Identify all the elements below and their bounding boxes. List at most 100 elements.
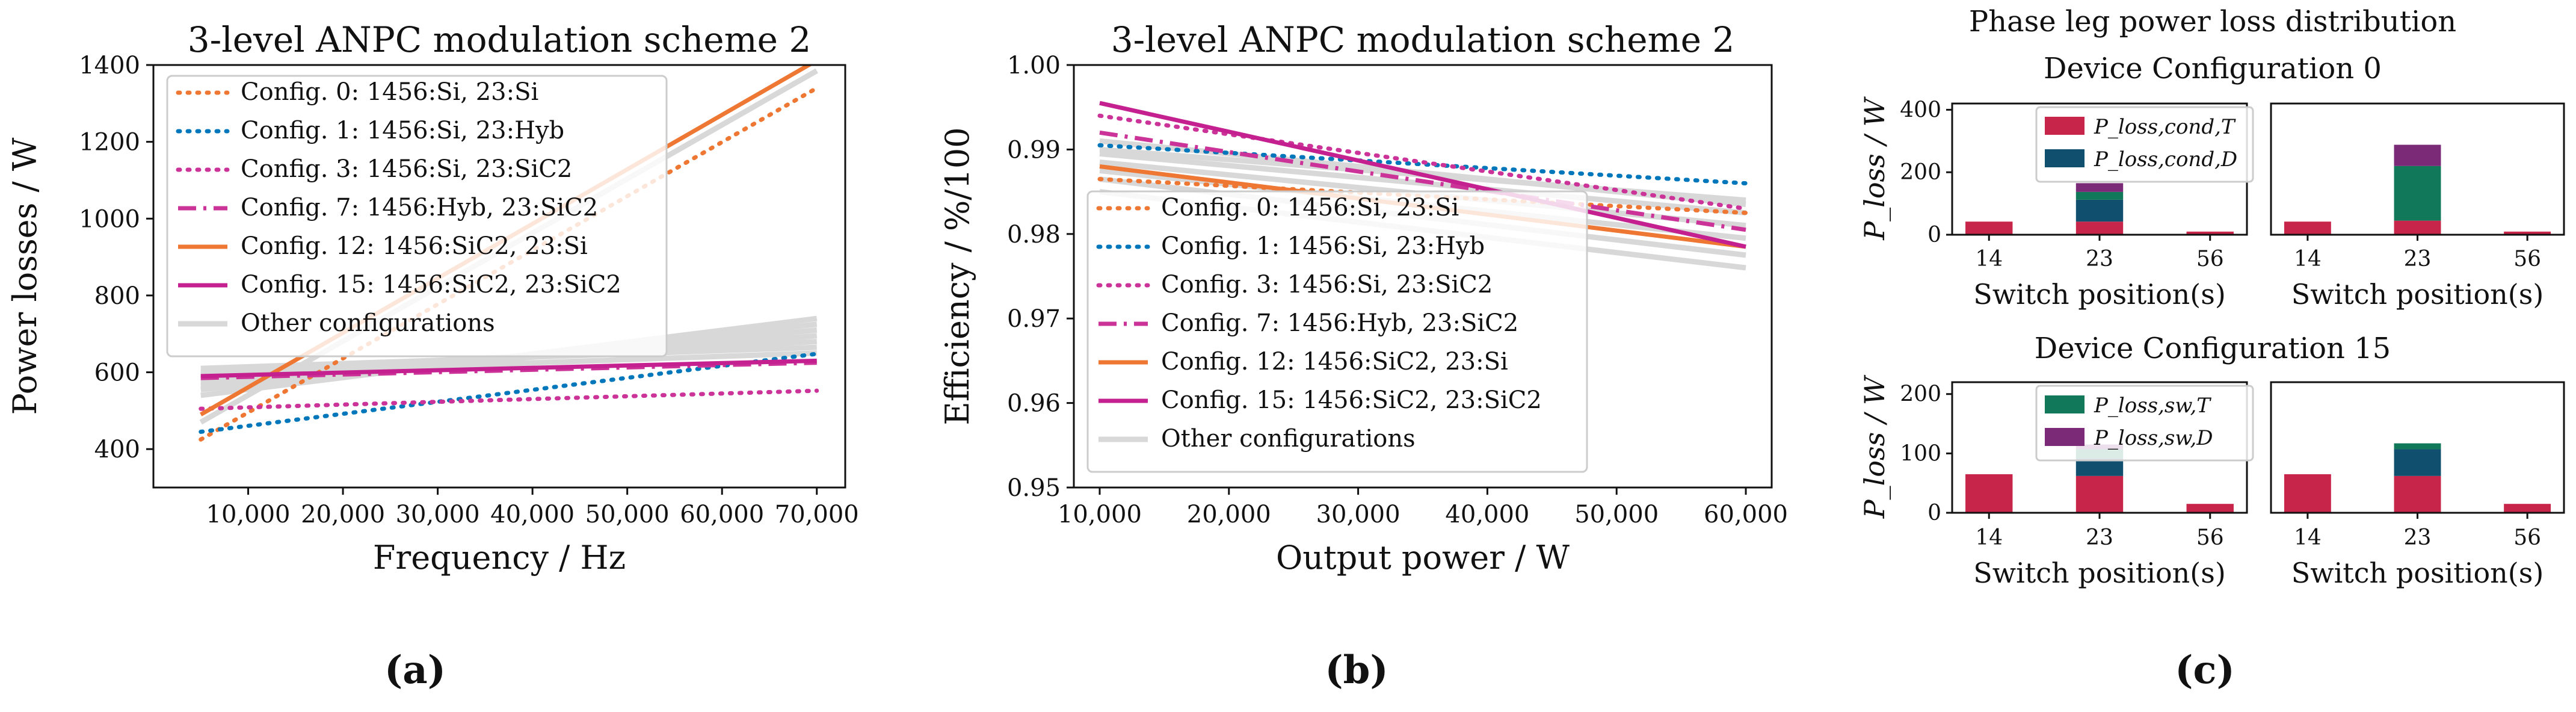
bar-legend-entry-1-0: P_loss,sw,T xyxy=(2094,394,2211,418)
y-tick-label-2: 400 xyxy=(1900,98,1941,122)
x-tick-label-4: 50,000 xyxy=(1574,501,1659,528)
bar-legend-entry-0-1: P_loss,cond,D xyxy=(2094,147,2237,172)
y-axis-label: Power losses / W xyxy=(6,137,44,415)
legend-entry-2: Config. 3: 1456:Si, 23:SiC2 xyxy=(241,155,572,183)
x-tick-label-0: 14 xyxy=(2294,247,2322,271)
series-line-1 xyxy=(1097,143,1748,186)
x-tick-label-4: 50,000 xyxy=(585,501,670,528)
y-tick-label-4: 1200 xyxy=(79,129,140,156)
bar-legend-swatch-1-0 xyxy=(2045,395,2085,413)
y-tick-label-1: 0.96 xyxy=(1007,390,1061,418)
y-axis-label-0: P_loss / W xyxy=(1858,96,1891,240)
y-tick-label-4: 0.99 xyxy=(1007,136,1061,164)
x-tick-label-0: 14 xyxy=(1975,247,2003,271)
bar-segment-23-1 xyxy=(2394,449,2441,476)
panel-label-a: (a) xyxy=(384,648,446,693)
legend-entry-0: Config. 0: 1456:Si, 23:Si xyxy=(241,78,538,106)
x-tick-label-2: 30,000 xyxy=(1316,501,1400,528)
bar-segment-14-0 xyxy=(1965,474,2013,513)
legend-entry-0: Config. 0: 1456:Si, 23:Si xyxy=(1161,194,1459,221)
x-tick-label-1: 23 xyxy=(2086,525,2113,550)
bar-segment-23-0 xyxy=(2075,221,2124,235)
subplot-group-title-1: Device Configuration 15 xyxy=(2035,332,2391,365)
x-tick-label-2: 30,000 xyxy=(396,501,480,528)
y-tick-label-5: 1400 xyxy=(79,52,140,79)
legend-entry-3: Config. 7: 1456:Hyb, 23:SiC2 xyxy=(241,194,598,221)
bar-segment-23-1 xyxy=(2075,199,2124,222)
bar-segment-23-2 xyxy=(2394,166,2441,221)
x-axis-label: Switch position(s) xyxy=(2291,278,2544,311)
legend-entry-1: Config. 1: 1456:Si, 23:Hyb xyxy=(1161,232,1485,260)
panel-label-b: (b) xyxy=(1325,648,1388,693)
bar-segment-14-0 xyxy=(2284,474,2331,513)
bar-segment-23-0 xyxy=(2394,475,2441,513)
legend-entry-3: Config. 7: 1456:Hyb, 23:SiC2 xyxy=(1161,309,1518,337)
x-tick-label-6: 70,000 xyxy=(775,501,859,528)
series-line-2 xyxy=(1097,113,1748,211)
chart-title: Phase leg power loss distribution xyxy=(1969,5,2456,39)
series-line-2 xyxy=(199,388,819,411)
bar-segment-56-0 xyxy=(2186,231,2234,235)
legend-entry-5: Config. 15: 1456:SiC2, 23:SiC2 xyxy=(1161,386,1542,414)
bar-segment-14-0 xyxy=(2284,221,2331,235)
x-tick-label-5: 60,000 xyxy=(680,501,764,528)
y-tick-label-3: 0.98 xyxy=(1007,221,1061,249)
y-tick-label-0: 400 xyxy=(94,436,140,463)
x-axis-label: Switch position(s) xyxy=(1973,557,2226,589)
legend-entry-4: Config. 12: 1456:SiC2, 23:Si xyxy=(1161,348,1508,376)
series-line-5 xyxy=(200,358,817,379)
y-tick-label-0: 0 xyxy=(1927,223,1941,247)
bar-legend-swatch-1-1 xyxy=(2045,428,2085,446)
legend-entry-2: Config. 3: 1456:Si, 23:SiC2 xyxy=(1161,271,1493,299)
bar-segment-23-0 xyxy=(2394,220,2441,235)
y-axis-label-1: P_loss / W xyxy=(1858,374,1891,519)
bar-segment-14-0 xyxy=(1965,221,2013,235)
bar-segment-23-0 xyxy=(2075,475,2124,513)
bar-segment-56-0 xyxy=(2186,504,2234,513)
y-tick-label-3: 1000 xyxy=(79,205,140,233)
bar-segment-23-2 xyxy=(2394,443,2441,450)
x-tick-label-0: 10,000 xyxy=(1058,501,1142,528)
y-tick-label-2: 200 xyxy=(1900,382,1941,407)
x-axis-label: Frequency / Hz xyxy=(373,539,626,577)
chart-title: 3-level ANPC modulation scheme 2 xyxy=(1111,19,1735,60)
legend-box xyxy=(1086,190,1588,473)
axes-frame xyxy=(1073,64,1773,489)
bar-legend-entry-0-0: P_loss,cond,T xyxy=(2094,115,2236,139)
x-tick-label-2: 56 xyxy=(2513,525,2541,550)
x-tick-label-1: 20,000 xyxy=(1187,501,1271,528)
x-tick-label-3: 40,000 xyxy=(490,501,575,528)
bar-segment-56-0 xyxy=(2504,504,2551,513)
bar-segment-23-2 xyxy=(2075,191,2124,200)
bar-legend-swatch-0-0 xyxy=(2045,117,2085,135)
subplot-group-title-0: Device Configuration 0 xyxy=(2044,52,2382,85)
legend-box xyxy=(166,75,668,358)
chart-title: 3-level ANPC modulation scheme 2 xyxy=(188,19,812,60)
bar-segment-56-0 xyxy=(2504,231,2551,235)
x-tick-label-0: 14 xyxy=(2294,525,2322,550)
x-axis-label: Switch position(s) xyxy=(2291,557,2544,589)
x-tick-label-1: 20,000 xyxy=(301,501,385,528)
y-tick-label-5: 1.00 xyxy=(1007,52,1061,79)
series-line-5 xyxy=(1099,101,1746,249)
x-tick-label-1: 23 xyxy=(2404,247,2432,271)
series-line-1 xyxy=(199,351,819,434)
legend-entry-1: Config. 1: 1456:Si, 23:Hyb xyxy=(241,117,564,144)
panel-a-chart: 3-level ANPC modulation scheme 2 10,000 20… xyxy=(6,19,859,577)
subplot-0-0: 14 23 56 Switch position(s) 0 200 400 xyxy=(1900,98,2248,311)
legend-entry-6: Other configurations xyxy=(241,309,495,337)
x-tick-label-1: 23 xyxy=(2086,247,2113,271)
bar-segment-23-3 xyxy=(2075,183,2124,192)
bar-segment-23-3 xyxy=(2394,144,2441,166)
subplot-1-1: 14 23 56 Switch position(s) xyxy=(2270,381,2565,589)
x-tick-label-3: 40,000 xyxy=(1445,501,1529,528)
y-tick-label-2: 0.97 xyxy=(1007,305,1061,333)
y-tick-label-0: 0.95 xyxy=(1007,474,1061,502)
x-tick-label-0: 10,000 xyxy=(206,501,291,528)
x-tick-label-2: 56 xyxy=(2196,525,2224,550)
x-tick-label-5: 60,000 xyxy=(1704,501,1788,528)
panel-b-chart: 3-level ANPC modulation scheme 2 10,000 20… xyxy=(938,19,1788,577)
bar-legend-box-0 xyxy=(2035,106,2254,183)
y-tick-label-1: 600 xyxy=(94,359,140,387)
panel-label-c: (c) xyxy=(2175,648,2235,693)
